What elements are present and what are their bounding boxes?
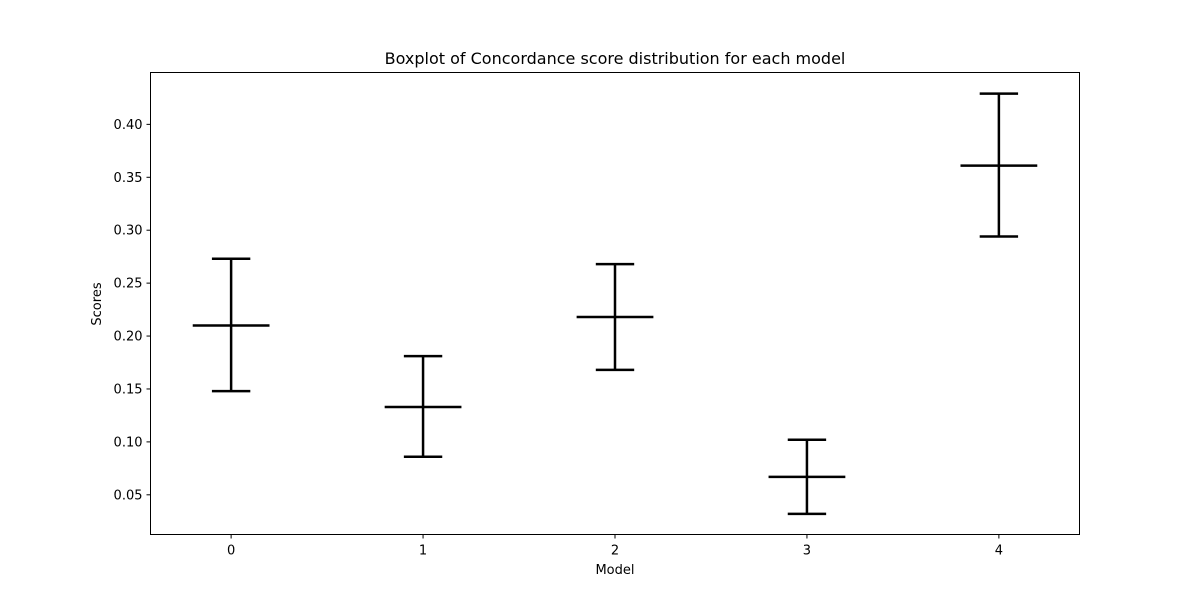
x-tick-label: 3 — [803, 544, 811, 559]
y-tick-label: 0.05 — [114, 488, 143, 503]
y-axis-label: Scores — [90, 282, 105, 325]
error-bars — [192, 92, 1038, 516]
y-tick-label: 0.40 — [114, 118, 143, 133]
y-tick-label: 0.30 — [114, 224, 143, 239]
error-bar-model-1 — [384, 354, 462, 458]
x-axis: 0 1 2 3 4 — [227, 534, 1003, 559]
y-tick-label: 0.25 — [114, 277, 143, 292]
y-tick-label: 0.20 — [114, 330, 143, 345]
error-bar-model-0 — [192, 257, 270, 393]
error-bar-model-2 — [576, 262, 654, 372]
y-tick-label: 0.10 — [114, 435, 143, 450]
error-bar-model-4 — [960, 92, 1038, 238]
x-tick-label: 2 — [611, 544, 619, 559]
x-axis-label: Model — [595, 563, 634, 578]
x-tick-label: 1 — [419, 544, 427, 559]
error-bar-model-3 — [768, 438, 846, 516]
x-tick-label: 4 — [995, 544, 1003, 559]
y-tick-label: 0.15 — [114, 382, 143, 397]
x-tick-label: 0 — [227, 544, 235, 559]
chart-title: Boxplot of Concordance score distributio… — [385, 49, 846, 68]
y-axis: 0.05 0.10 0.15 0.20 0.25 0.30 0.35 0.40 — [114, 118, 151, 503]
y-tick-label: 0.35 — [114, 171, 143, 186]
